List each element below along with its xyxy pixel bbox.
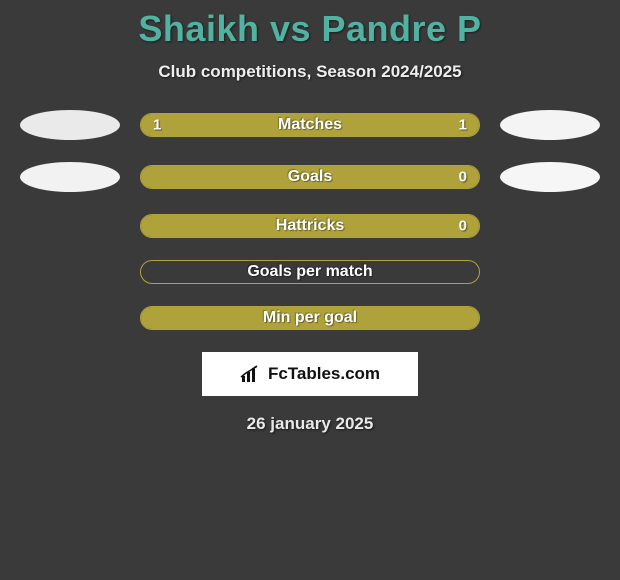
stat-bar: 0 Goals — [140, 165, 480, 189]
subtitle: Club competitions, Season 2024/2025 — [0, 62, 620, 82]
stats-widget: Shaikh vs Pandre P Club competitions, Se… — [0, 0, 620, 434]
date-label: 26 january 2025 — [0, 414, 620, 434]
stat-value-right: 0 — [459, 218, 467, 235]
stat-row: Min per goal — [0, 306, 620, 330]
stat-bar: 0 Hattricks — [140, 214, 480, 238]
chart-icon — [240, 364, 262, 384]
player-right-disc — [500, 110, 600, 140]
stat-value-right: 1 — [459, 117, 467, 134]
stat-row: Goals per match — [0, 260, 620, 284]
player-left-disc — [20, 110, 120, 140]
stat-label: Goals per match — [247, 263, 372, 281]
stat-value-left: 1 — [153, 117, 161, 134]
brand-text: FcTables.com — [268, 364, 380, 384]
stat-bar: 1 1 Matches — [140, 113, 480, 137]
stat-row: 0 Hattricks — [0, 214, 620, 238]
stat-label: Goals — [288, 168, 332, 186]
stat-row: 0 Goals — [0, 162, 620, 192]
stat-bar: Goals per match — [140, 260, 480, 284]
stat-row: 1 1 Matches — [0, 110, 620, 140]
player-left-disc — [20, 162, 120, 192]
stat-label: Hattricks — [276, 217, 344, 235]
brand-badge[interactable]: FcTables.com — [202, 352, 418, 396]
page-title: Shaikh vs Pandre P — [0, 8, 620, 50]
stat-value-right: 0 — [459, 169, 467, 186]
stats-rows: 1 1 Matches 0 Goals 0 Hattricks Goals per match… — [0, 110, 620, 330]
stat-label: Matches — [278, 116, 342, 134]
stat-label: Min per goal — [263, 309, 357, 327]
stat-bar: Min per goal — [140, 306, 480, 330]
player-right-disc — [500, 162, 600, 192]
